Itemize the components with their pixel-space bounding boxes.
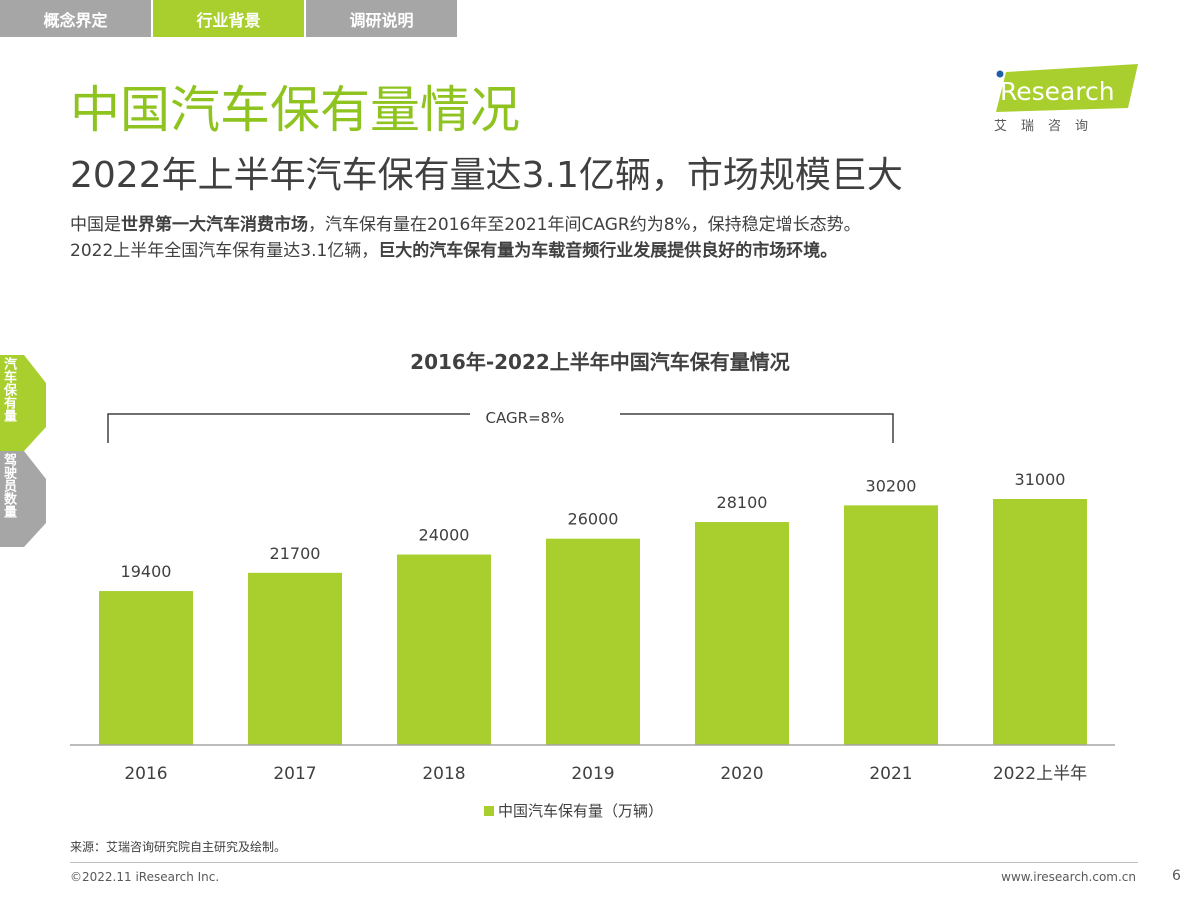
- data-label: 31000: [1015, 470, 1066, 489]
- x-tick-label: 2017: [273, 764, 316, 784]
- cagr-bracket: CAGR=8%: [107, 409, 894, 443]
- data-label: 30200: [866, 476, 917, 495]
- legend: 中国汽车保有量（万辆）: [484, 802, 663, 820]
- x-tick-label: 2018: [422, 764, 465, 784]
- data-label: 24000: [419, 526, 470, 545]
- iresearch-logo: iResearch 艾瑞咨询: [988, 64, 1140, 134]
- chart-title: 2016年-2022上半年中国汽车保有量情况: [410, 350, 790, 374]
- tab-concept[interactable]: 概念界定: [0, 0, 151, 37]
- footer-divider: [70, 862, 1138, 863]
- legend-swatch: [484, 806, 494, 816]
- desc-text: ，汽车保有量在2016年至2021年间CAGR约为8%，保持稳定增长态势。: [308, 215, 861, 235]
- side-tab-label: 驾驶员数量: [1, 453, 16, 518]
- side-tab-label: 汽车保有量: [1, 357, 16, 422]
- bar: [695, 522, 789, 745]
- x-tick-label: 2021: [869, 764, 912, 784]
- footer-url[interactable]: www.iresearch.com.cn: [1001, 870, 1136, 884]
- x-tick-label: 2019: [571, 764, 614, 784]
- data-label: 19400: [121, 562, 172, 581]
- svg-text:iResearch: iResearch: [993, 77, 1115, 106]
- side-tab-car-ownership[interactable]: 汽车保有量: [0, 355, 46, 451]
- description: 中国是世界第一大汽车消费市场，汽车保有量在2016年至2021年间CAGR约为8…: [70, 212, 861, 264]
- source-note: 来源：艾瑞咨询研究院自主研究及绘制。: [70, 840, 287, 854]
- cagr-label: CAGR=8%: [486, 409, 565, 427]
- page-subtitle: 2022年上半年汽车保有量达3.1亿辆，市场规模巨大: [70, 155, 903, 196]
- data-label: 28100: [717, 493, 768, 512]
- tab-research-notes[interactable]: 调研说明: [306, 0, 457, 37]
- x-tick-label: 2020: [720, 764, 763, 784]
- bar: [546, 538, 640, 745]
- bar: [844, 505, 938, 745]
- bar: [993, 499, 1087, 745]
- svg-text:艾瑞咨询: 艾瑞咨询: [994, 119, 1102, 134]
- bar: [397, 554, 491, 745]
- desc-bold: 巨大的汽车保有量为车载音频行业发展提供良好的市场环境。: [378, 241, 838, 261]
- page-number: 6: [1172, 868, 1181, 884]
- copyright: ©2022.11 iResearch Inc.: [70, 870, 220, 884]
- x-tick-label: 2016: [124, 764, 167, 784]
- desc-text: 中国是: [70, 215, 121, 235]
- desc-text: 2022上半年全国汽车保有量达3.1亿辆，: [70, 241, 379, 261]
- legend-label: 中国汽车保有量（万辆）: [498, 802, 663, 820]
- bar: [248, 572, 342, 745]
- tab-industry-background[interactable]: 行业背景: [153, 0, 304, 37]
- data-label: 21700: [270, 544, 321, 563]
- bar: [99, 591, 193, 745]
- data-label: 26000: [568, 510, 619, 529]
- desc-bold: 世界第一大汽车消费市场: [121, 215, 308, 235]
- side-tab-driver-count[interactable]: 驾驶员数量: [0, 451, 46, 547]
- page-title: 中国汽车保有量情况: [70, 81, 520, 139]
- x-tick-label: 2022上半年: [993, 764, 1087, 784]
